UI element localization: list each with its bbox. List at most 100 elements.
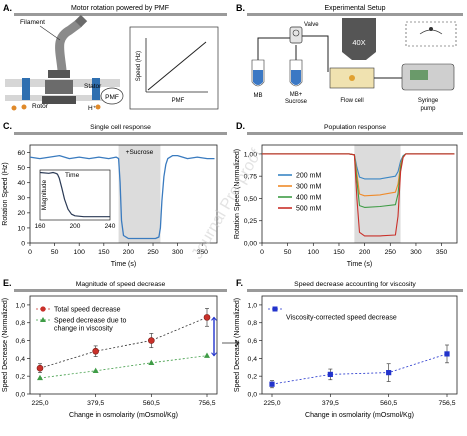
zoom-bead [429,27,433,31]
y-tick-label: 10 [17,225,25,232]
inset-x-tick-label: 200 [70,223,81,230]
tube-sucrose-fluid [291,70,301,85]
inset-ylabel: Magnitude [41,179,48,210]
syringe-label-2: pump [420,106,436,112]
panel-c-letter: C. [3,121,12,131]
legend-label: Total speed decrease [54,307,121,314]
pmf-bubble [100,87,124,105]
speed-trace [29,154,215,240]
trend-line [39,317,208,369]
inset-xlabel: Time [65,172,80,179]
x-axis-label: Time (s) [347,261,372,268]
valve-knob [292,29,300,37]
panel-link-arrowhead [234,339,240,347]
tube-mb-fluid [253,70,263,85]
x-tick-label: 379,5 [322,400,339,407]
x-tick-label: 560,5 [143,400,160,407]
panel-d-letter: D. [236,121,245,131]
y-tick-label: 1,0 [248,302,258,309]
series-line [262,153,455,237]
panel-f: F. Speed decrease accounting for viscosit… [234,278,463,419]
x-tick-label: 250 [385,249,397,256]
y-tick-label: 0,4 [16,356,26,363]
panel-b: B. Experimental Setup Valve MB MB+ Sucro… [236,3,463,112]
x-tick-label: 756,5 [198,400,215,407]
sucrose-annotation: +Sucrose [126,149,154,156]
filament-label: Filament [20,19,45,26]
panel-d: D. Population response 0 50 100 150 200 250 300 3… [234,121,463,268]
tube-valve-out [302,35,329,72]
y-tick-label: 0,2 [248,374,258,381]
pmf-label: PMF [105,94,119,101]
stator-left [22,78,30,100]
chart-title: Single cell response [90,124,151,131]
syringe-label-1: Syringe [418,98,439,104]
inset-trace [39,171,110,218]
panel-f-letter: F. [236,278,243,288]
y-tick-label: 0,6 [16,338,26,345]
valve-label: Valve [304,22,319,28]
y-tick-label: 0,0 [16,391,26,398]
y-tick-label: 0 [21,240,25,247]
x-tick-label: 0 [260,249,264,256]
data-point [92,367,99,374]
x-tick-label: 0 [28,249,32,256]
ion-dot [95,104,101,110]
y-tick-label: 20 [17,210,25,217]
inset-x-tick-label: 160 [35,223,46,230]
legend-label: Viscosity-corrected speed decrease [286,315,397,322]
y-tick-label: 0,0 [248,391,258,398]
data-point [203,314,211,321]
x-tick-label: 350 [197,249,209,256]
h-plus-label: H⁺ [88,105,96,112]
panel-title-bar [247,132,463,135]
tube-mb [257,37,290,60]
stimulus-shade [118,145,161,243]
stimulus-shade [354,145,401,243]
rotor-label: Rotor [32,103,49,110]
y-tick-label: 1,00 [244,151,257,158]
rotor-top [48,70,70,78]
y-axis-label: Speed Decrease (Normalized) [234,298,241,392]
trend-line [39,355,208,379]
panel-b-letter: B. [236,3,245,13]
syringe-pump-screen [410,70,428,80]
x-axis-label: Change in osmolarity (mOsmol/Kg) [69,412,178,419]
y-axis-label: Speed Decrease (Normalized) [2,298,9,392]
rotor-base [42,96,76,104]
x-tick-label: 150 [333,249,345,256]
panel-b-title: Experimental Setup [324,5,385,12]
legend-label: 500 mM [296,206,321,213]
x-tick-label: 379,5 [87,400,104,407]
zoom-box [405,21,457,47]
data-point [148,359,155,366]
panel-a-letter: A. [3,3,12,13]
pmf-inset-line [147,41,207,91]
x-tick-label: 50 [284,249,292,256]
y-axis-label: Rotation Speed (Normalized) [234,149,241,239]
legend-label: change in viscosity [54,326,113,333]
legend-label: 200 mM [296,173,321,180]
mb-label: MB [254,93,263,99]
y-tick-label: 0,4 [248,356,258,363]
pmf-inset-xlabel: PMF [172,98,185,104]
chart-title: Magnitude of speed decrease [76,281,166,288]
mb-sucrose-label-2: Sucrose [285,99,308,105]
legend-label: 300 mM [296,184,321,191]
x-axis-label: Change in osmolarity (mOsmol/Kg) [305,412,414,419]
y-tick-label: 0,75 [244,174,257,181]
data-point [269,381,275,387]
x-tick-label: 225,0 [263,400,280,407]
x-tick-label: 350 [436,249,448,256]
panel-a-title: Motor rotation powered by PMF [71,5,169,12]
plot-frame [261,144,458,244]
y-axis-label: Rotation Speed (Hz) [2,162,9,225]
flow-cell-sample [349,75,355,81]
legend-swatch [40,317,46,322]
plot-frame [29,295,218,395]
y-tick-label: 0,25 [244,218,257,225]
x-tick-label: 50 [51,249,59,256]
data-point [327,371,333,377]
pmf-inset-ylabel: Speed (Hz) [136,51,142,81]
